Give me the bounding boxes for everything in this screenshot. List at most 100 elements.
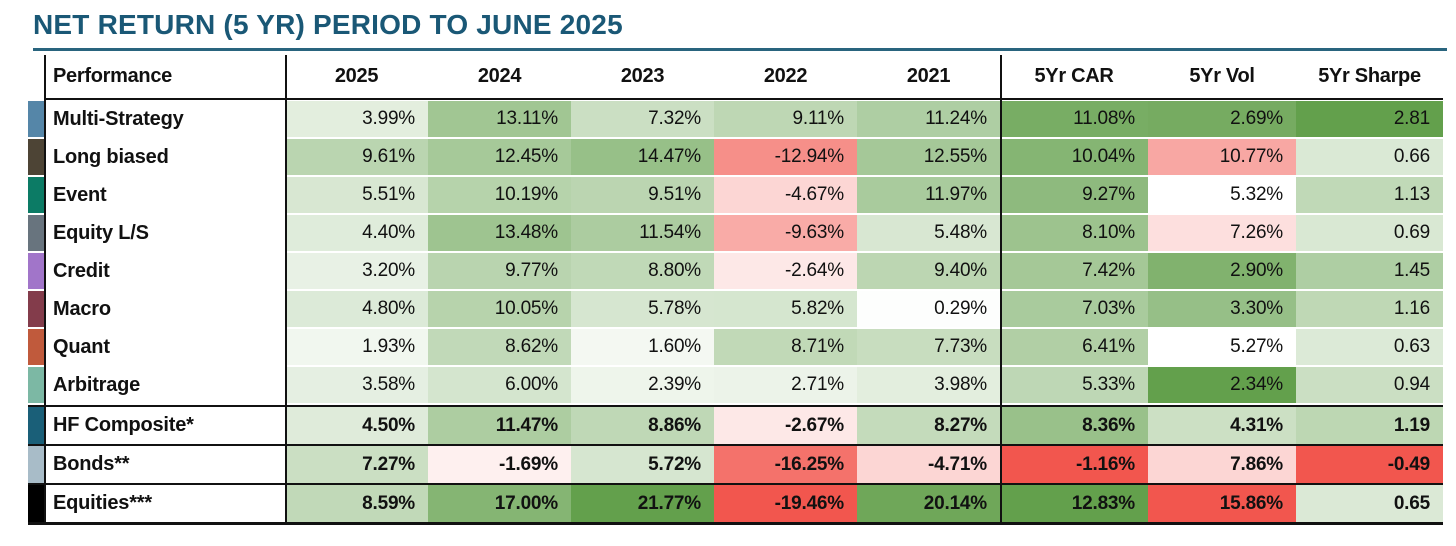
cell-2021: 7.73% xyxy=(857,329,1000,365)
column-header-2023: 2023 xyxy=(620,65,665,87)
cell-2021: 12.55% xyxy=(857,139,1000,175)
cell-2024: 9.77% xyxy=(428,253,571,289)
cell-2024: 17.00% xyxy=(428,485,571,522)
row-swatch-credit xyxy=(28,253,44,289)
row-swatch-hf-composite xyxy=(28,407,44,444)
cell-2023: 21.77% xyxy=(571,485,714,522)
row-label: Macro xyxy=(44,291,285,327)
cell-2024: 11.47% xyxy=(428,407,571,444)
cell-2025: 3.58% xyxy=(285,367,428,403)
table-row-macro: Macro 4.80% 10.05% 5.78% 5.82% 0.29% 7.03% 3.30… xyxy=(28,291,1443,327)
cell-5yr-sharpe: 0.94 xyxy=(1296,367,1443,403)
table-row-equity-l-s: Equity L/S 4.40% 13.48% 11.54% -9.63% 5.48% 8.… xyxy=(28,215,1443,251)
table-body: Multi-Strategy 3.99% 13.11% 7.32% 9.11% 11.24… xyxy=(28,101,1443,525)
column-header-2021: 2021 xyxy=(906,65,951,87)
table-row-bonds: Bonds** 7.27% -1.69% 5.72% -16.25% -4.71% -1.1… xyxy=(28,444,1443,483)
cell-5yr-car: 8.10% xyxy=(1000,215,1148,251)
cell-5yr-vol: 2.69% xyxy=(1148,101,1296,137)
cell-2022: 2.71% xyxy=(714,367,857,403)
cell-2023: 9.51% xyxy=(571,177,714,213)
cell-2024: 10.19% xyxy=(428,177,571,213)
cell-5yr-sharpe: 2.81 xyxy=(1296,101,1443,137)
row-label: Credit xyxy=(44,253,285,289)
cell-2025: 4.50% xyxy=(285,407,428,444)
row-label: Long biased xyxy=(44,139,285,175)
column-header-2025: 2025 xyxy=(334,65,379,87)
cell-5yr-vol: 15.86% xyxy=(1148,485,1296,522)
cell-5yr-car: 7.42% xyxy=(1000,253,1148,289)
cell-5yr-car: 9.27% xyxy=(1000,177,1148,213)
cell-5yr-vol: 7.86% xyxy=(1148,446,1296,483)
cell-2025: 3.20% xyxy=(285,253,428,289)
table-row-hf-composite: HF Composite* 4.50% 11.47% 8.86% -2.67% 8.27%… xyxy=(28,405,1443,444)
cell-2023: 5.78% xyxy=(571,291,714,327)
cell-2021: 3.98% xyxy=(857,367,1000,403)
cell-2023: 7.32% xyxy=(571,101,714,137)
cell-5yr-sharpe: -0.49 xyxy=(1296,446,1443,483)
cell-5yr-sharpe: 1.13 xyxy=(1296,177,1443,213)
page: NET RETURN (5 YR) PERIOD TO JUNE 2025 Pe… xyxy=(28,9,1447,525)
cell-2022: -16.25% xyxy=(714,446,857,483)
row-label: Multi-Strategy xyxy=(44,101,285,137)
cell-5yr-sharpe: 1.16 xyxy=(1296,291,1443,327)
row-label: HF Composite* xyxy=(44,407,285,444)
cell-5yr-sharpe: 1.19 xyxy=(1296,407,1443,444)
cell-2024: 12.45% xyxy=(428,139,571,175)
cell-5yr-car: 8.36% xyxy=(1000,407,1148,444)
cell-2021: 9.40% xyxy=(857,253,1000,289)
cell-2024: 8.62% xyxy=(428,329,571,365)
cell-2021: 11.24% xyxy=(857,101,1000,137)
column-header-performance: Performance xyxy=(53,65,172,87)
table-row-quant: Quant 1.93% 8.62% 1.60% 8.71% 7.73% 6.41% 5.27%… xyxy=(28,329,1443,365)
row-label: Arbitrage xyxy=(44,367,285,403)
table-row-event: Event 5.51% 10.19% 9.51% -4.67% 11.97% 9.27% 5.… xyxy=(28,177,1443,213)
row-swatch-equity-l-s xyxy=(28,215,44,251)
cell-2022: -19.46% xyxy=(714,485,857,522)
cell-2022: 5.82% xyxy=(714,291,857,327)
cell-5yr-vol: 5.32% xyxy=(1148,177,1296,213)
row-swatch-multi-strategy xyxy=(28,101,44,137)
cell-5yr-car: 11.08% xyxy=(1000,101,1148,137)
cell-5yr-car: 10.04% xyxy=(1000,139,1148,175)
cell-2022: -2.64% xyxy=(714,253,857,289)
cell-2022: -12.94% xyxy=(714,139,857,175)
row-swatch-event xyxy=(28,177,44,213)
cell-5yr-sharpe: 0.63 xyxy=(1296,329,1443,365)
page-title: NET RETURN (5 YR) PERIOD TO JUNE 2025 xyxy=(33,9,623,40)
column-header-5yr-car: 5Yr CAR xyxy=(1034,65,1114,87)
cell-2023: 2.39% xyxy=(571,367,714,403)
performance-table: Performance 2025 2024 2023 2022 2021 5Yr CAR 5Y… xyxy=(28,55,1443,525)
cell-5yr-vol: 4.31% xyxy=(1148,407,1296,444)
cell-2021: 5.48% xyxy=(857,215,1000,251)
cell-5yr-car: -1.16% xyxy=(1000,446,1148,483)
cell-5yr-sharpe: 0.66 xyxy=(1296,139,1443,175)
cell-5yr-sharpe: 0.69 xyxy=(1296,215,1443,251)
table-header: Performance 2025 2024 2023 2022 2021 5Yr CAR 5Y… xyxy=(28,55,1443,98)
cell-2022: -9.63% xyxy=(714,215,857,251)
cell-2025: 7.27% xyxy=(285,446,428,483)
cell-2025: 5.51% xyxy=(285,177,428,213)
table-row-multi-strategy: Multi-Strategy 3.99% 13.11% 7.32% 9.11% 11.24… xyxy=(28,101,1443,137)
cell-2025: 4.40% xyxy=(285,215,428,251)
header-bottom-border xyxy=(44,98,1443,100)
title-rule xyxy=(33,48,1447,51)
cell-2024: 10.05% xyxy=(428,291,571,327)
cell-5yr-car: 6.41% xyxy=(1000,329,1148,365)
table-row-long-biased: Long biased 9.61% 12.45% 14.47% -12.94% 12.55… xyxy=(28,139,1443,175)
cell-2025: 4.80% xyxy=(285,291,428,327)
cell-2023: 1.60% xyxy=(571,329,714,365)
row-label: Equities*** xyxy=(44,485,285,522)
label-column-divider xyxy=(285,55,287,525)
cell-5yr-sharpe: 0.65 xyxy=(1296,485,1443,522)
cell-5yr-car: 7.03% xyxy=(1000,291,1148,327)
summary-column-divider xyxy=(1000,55,1002,525)
cell-5yr-vol: 5.27% xyxy=(1148,329,1296,365)
cell-2023: 8.86% xyxy=(571,407,714,444)
cell-5yr-car: 5.33% xyxy=(1000,367,1148,403)
table-left-border xyxy=(44,55,46,525)
cell-2025: 1.93% xyxy=(285,329,428,365)
column-header-2024: 2024 xyxy=(477,65,522,87)
table-row-credit: Credit 3.20% 9.77% 8.80% -2.64% 9.40% 7.42% 2.9… xyxy=(28,253,1443,289)
row-label: Bonds** xyxy=(44,446,285,483)
row-swatch-macro xyxy=(28,291,44,327)
